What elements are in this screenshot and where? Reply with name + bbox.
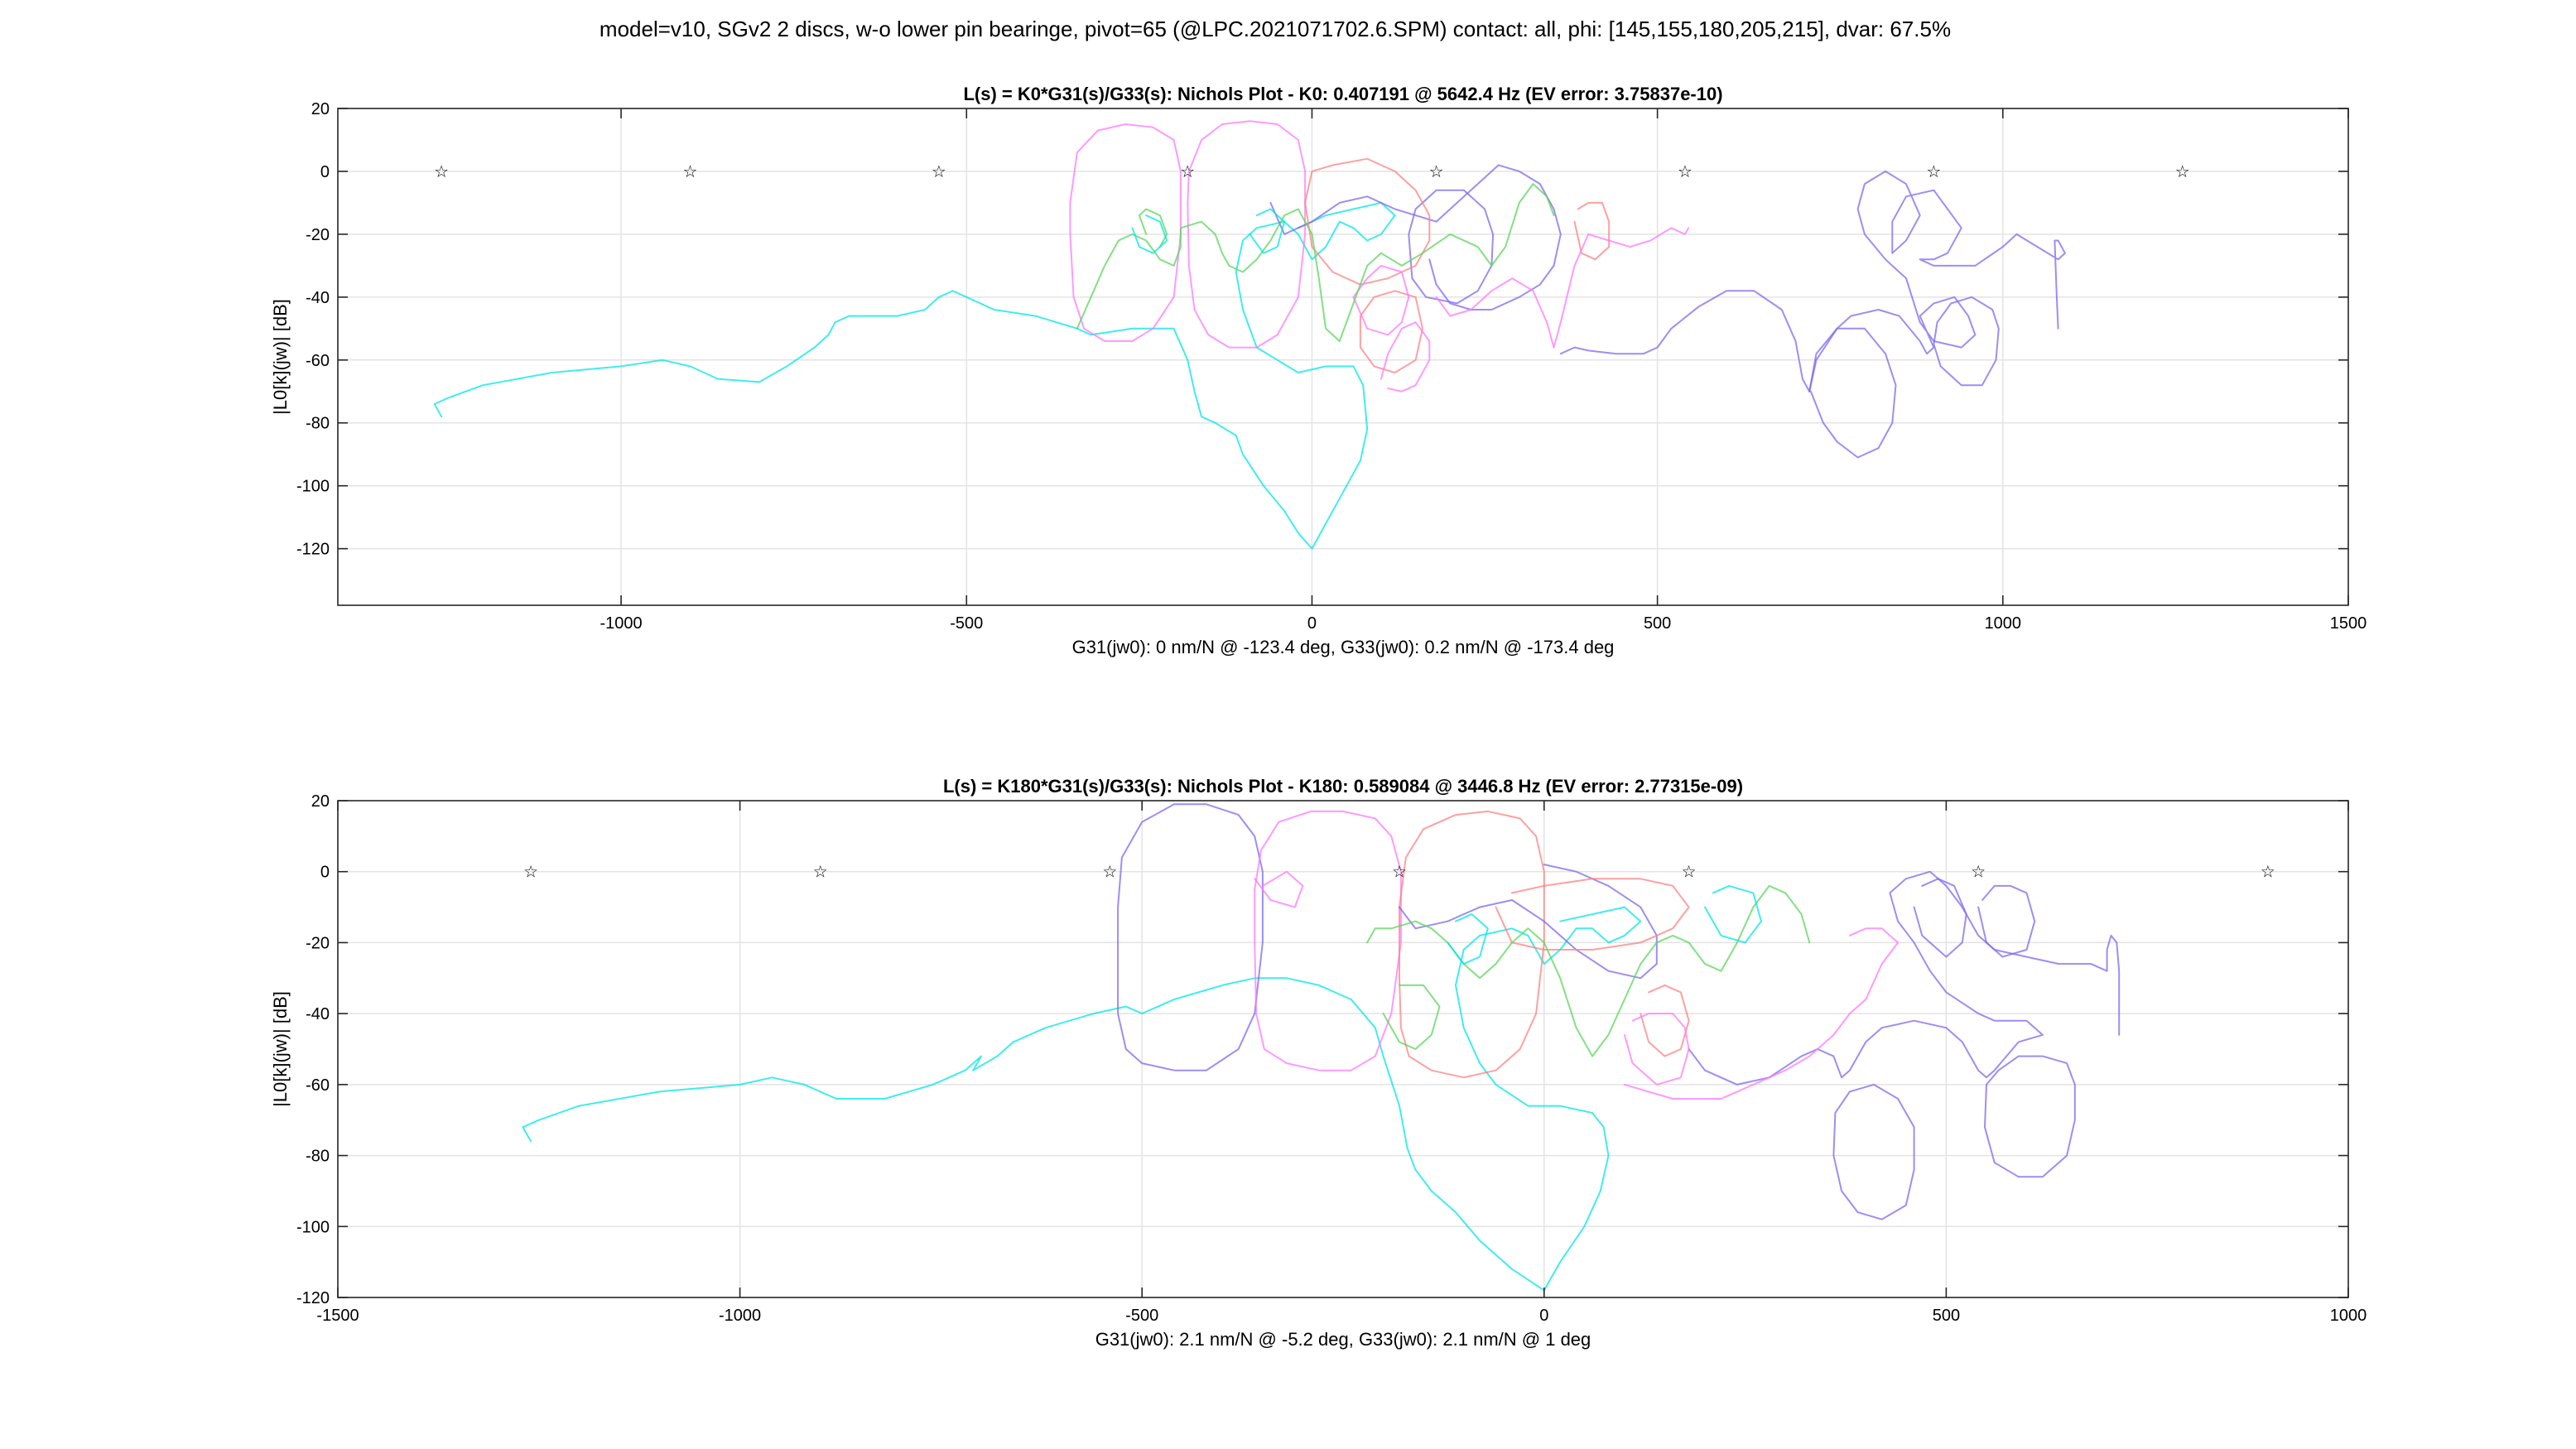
y-axis-label: |L0[k](jw)| [dB] (270, 299, 291, 415)
x-tick-label: 0 (1539, 1307, 1548, 1325)
axes-frame (337, 800, 2349, 1298)
nichols-plot-k0: ☆ ☆ ☆ ☆ ☆ ☆ ☆ ☆ -1000 -500 0 500 1000 1500 -120 -100 -80… (270, 84, 2367, 657)
pole-marker: ☆ (932, 161, 946, 181)
series-curve (1379, 321, 1431, 392)
series-curve (1639, 984, 1690, 1057)
y-tick-label: -20 (306, 934, 330, 952)
pole-marker: ☆ (1429, 161, 1444, 181)
series-curve (1984, 1055, 2076, 1178)
y-axis-label: |L0[k](jw)| [dB] (270, 991, 291, 1107)
figure-title: model=v10, SGv2 2 discs, w-o lower pin b… (599, 17, 1951, 41)
pole-marker: ☆ (1682, 862, 1697, 882)
series-curve (1688, 870, 2121, 1086)
series-curve (1623, 1013, 1690, 1086)
series-curve (1187, 120, 1307, 349)
y-tick-label: -120 (296, 541, 330, 559)
y-tick-label: 0 (320, 163, 330, 181)
pole-marker: ☆ (1971, 862, 1986, 882)
series-curve (1352, 264, 1410, 336)
series-curve (1623, 927, 1899, 1100)
series-curve (1359, 290, 1423, 373)
pole-marker: ☆ (1180, 161, 1195, 181)
series-curve (522, 906, 1642, 1292)
series-curve (1559, 170, 2066, 392)
y-tick-label: -100 (296, 1218, 330, 1236)
y-tick-label: 0 (320, 864, 330, 882)
y-tick-label: -120 (296, 1289, 330, 1307)
series-curve (1573, 201, 1611, 261)
x-tick-label: 1000 (1985, 614, 2022, 633)
pole-marker: ☆ (1392, 862, 1407, 882)
series-curve (433, 201, 1396, 550)
series-curve (1269, 164, 1562, 310)
series-curve (1117, 803, 1264, 1071)
series-curve (1399, 864, 1658, 980)
y-tick-label: 20 (311, 100, 330, 118)
series-curve (1495, 878, 1690, 951)
x-tick-label: 1000 (2330, 1307, 2367, 1325)
nichols-plot-k180: ☆ ☆ ☆ ☆ ☆ ☆ ☆ -1500 -1000 -500 0 500 1000 -120 -100 -80… (270, 776, 2367, 1350)
axes-frame (337, 108, 2349, 606)
x-tick-label: 1500 (2330, 614, 2367, 633)
plot-area (338, 108, 2348, 605)
y-tick-label: -60 (306, 352, 330, 370)
series-curve (1076, 183, 1555, 342)
pole-marker: ☆ (2175, 161, 2190, 181)
series-curve (1069, 123, 1182, 342)
series-curve (1704, 884, 1762, 944)
y-tick-label: -80 (306, 1148, 330, 1166)
series-curve (1249, 208, 1286, 254)
pole-marker: ☆ (523, 862, 538, 882)
x-tick-label: -1000 (600, 614, 643, 633)
pole-marker: ☆ (813, 862, 828, 882)
series-curve (1382, 984, 1441, 1050)
x-tick-label: -1000 (719, 1307, 761, 1325)
y-tick-label: -80 (306, 415, 330, 433)
series-curve (1832, 1083, 1915, 1220)
series-curve (1366, 884, 1811, 1057)
pole-marker: ☆ (683, 161, 698, 181)
series-curve (1254, 810, 1402, 1071)
series-curve (1435, 227, 1690, 349)
x-tick-label: -500 (950, 614, 983, 633)
plot-title: L(s) = K180*G31(s)/G33(s): Nichols Plot … (943, 776, 1743, 797)
pole-marker: ☆ (1678, 161, 1692, 181)
series-group (522, 803, 2121, 1292)
series-curve (1447, 913, 1489, 965)
series-curve (1131, 214, 1168, 254)
y-tick-label: 20 (311, 792, 330, 811)
series-curve (1913, 878, 1967, 958)
pole-marker: ☆ (1926, 161, 1941, 181)
x-tick-label: -1500 (316, 1307, 359, 1325)
series-group (433, 120, 2066, 550)
series-curve (1408, 189, 1495, 305)
y-tick-label: -20 (306, 226, 330, 244)
x-tick-label: 0 (1307, 614, 1317, 633)
x-axis-label: G31(jw0): 0 nm/N @ -123.4 deg, G33(jw0):… (1072, 637, 1615, 657)
y-tick-label: -100 (296, 478, 330, 496)
x-tick-label: -500 (1125, 1307, 1158, 1325)
x-tick-label: 500 (1644, 614, 1671, 633)
pole-marker: ☆ (434, 161, 449, 181)
y-tick-label: -40 (306, 289, 330, 307)
pole-marker: ☆ (2261, 862, 2275, 882)
series-curve (1977, 884, 2036, 958)
y-tick-label: -40 (306, 1005, 330, 1023)
x-axis-label: G31(jw0): 2.1 nm/N @ -5.2 deg, G33(jw0):… (1095, 1329, 1591, 1350)
pole-marker: ☆ (1102, 862, 1117, 882)
y-tick-label: -60 (306, 1076, 330, 1095)
plot-area (338, 801, 2348, 1297)
plot-title: L(s) = K0*G31(s)/G33(s): Nichols Plot - … (963, 84, 1722, 104)
series-curve (1933, 296, 2000, 387)
x-tick-label: 500 (1933, 1307, 1960, 1325)
series-curve (1254, 870, 1304, 908)
series-curve (1399, 810, 1545, 1079)
series-curve (1304, 157, 1431, 286)
